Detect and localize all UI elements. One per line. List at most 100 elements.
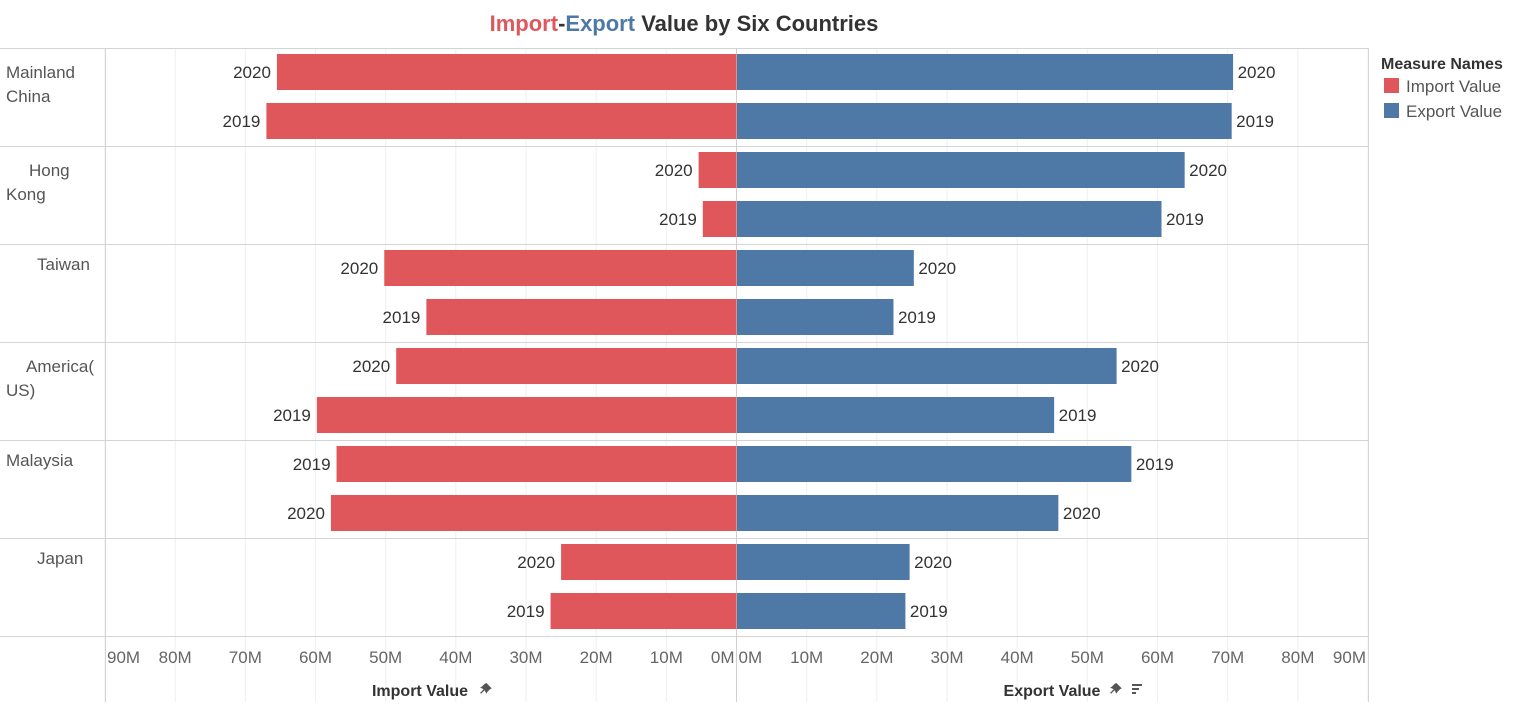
export-bar-label: 2020 (1121, 357, 1159, 376)
sort-icon (1132, 684, 1142, 694)
category-label: Malaysia (6, 451, 74, 470)
export-bar-label: 2020 (1238, 63, 1276, 82)
category-label-line: Hong (29, 161, 70, 180)
export-axis-tick: 90M (1333, 648, 1366, 667)
category-label-line: Malaysia (6, 451, 74, 470)
export-axis-tick: 40M (1001, 648, 1034, 667)
chart-title: Import-Export Value by Six Countries (490, 11, 879, 36)
export-bar-label: 2019 (1059, 406, 1097, 425)
title-import-word: Import (490, 11, 559, 36)
category-label: Hong Kong (6, 161, 70, 204)
export-bar (737, 103, 1232, 139)
import-bar (561, 544, 737, 580)
export-bar (737, 446, 1132, 482)
import-bar-label: 2019 (383, 308, 421, 327)
import-bar (330, 495, 737, 531)
export-bar (737, 593, 906, 629)
export-bar-label: 2019 (910, 602, 948, 621)
export-axis-tick: 60M (1141, 648, 1174, 667)
import-axis-tick: 20M (580, 648, 613, 667)
import-bar (266, 103, 737, 139)
import-bar-label: 2019 (507, 602, 545, 621)
export-axis-tick: 30M (930, 648, 963, 667)
category-label-line: China (6, 87, 51, 106)
title-export-word: Export (565, 11, 635, 36)
import-bar-label: 2020 (352, 357, 390, 376)
export-axis-tick: 80M (1281, 648, 1314, 667)
labels-layer: Mainland China 2020 2020 2019 2019 Hong Kong 202… (6, 63, 1275, 621)
legend-title: Measure Names (1381, 56, 1503, 73)
legend-item-label: Import Value (1406, 77, 1501, 96)
import-axis-tick: 50M (369, 648, 402, 667)
export-bar (737, 544, 910, 580)
import-axis-tick: 80M (159, 648, 192, 667)
legend: Measure Names Import Value Export Value (1381, 56, 1503, 121)
import-bar (336, 446, 737, 482)
axis-layer: 90M 80M 70M 60M 50M 40M 30M 20M 10M 0M 0M 10M 20M 30M… (107, 648, 1366, 700)
sort-icon-bar (1132, 684, 1142, 686)
export-bar-label: 2020 (914, 553, 952, 572)
export-bar (737, 299, 894, 335)
category-label-line: America( (26, 357, 94, 376)
import-axis-tick: 10M (650, 648, 683, 667)
import-bar (698, 152, 737, 188)
export-bar (737, 397, 1055, 433)
category-label: Japan (37, 549, 83, 568)
title-rest: Value by Six Countries (635, 11, 878, 36)
import-bar-label: 2020 (517, 553, 555, 572)
bars-layer (266, 54, 1234, 629)
category-label: Taiwan (37, 255, 90, 274)
export-bar (737, 152, 1185, 188)
export-bar (737, 495, 1059, 531)
export-axis-tick: 50M (1071, 648, 1104, 667)
legend-swatch (1384, 103, 1399, 118)
export-axis-tick: 70M (1211, 648, 1244, 667)
export-bar (737, 250, 914, 286)
sort-icon-bar (1132, 692, 1136, 694)
import-bar (384, 250, 737, 286)
category-label: Mainland China (6, 63, 75, 106)
category-label-line: Japan (37, 549, 83, 568)
export-bar-label: 2020 (918, 259, 956, 278)
category-label-line: US) (6, 381, 35, 400)
import-bar (316, 397, 737, 433)
export-bar-label: 2020 (1063, 504, 1101, 523)
import-axis-tick: 60M (299, 648, 332, 667)
import-axis-tick: 70M (229, 648, 262, 667)
export-axis-title: Export Value (1004, 683, 1101, 700)
category-label-line: Mainland (6, 63, 75, 82)
export-bar (737, 348, 1117, 384)
export-bar-label: 2020 (1189, 161, 1227, 180)
export-bar-label: 2019 (1136, 455, 1174, 474)
pin-icon-shape (1110, 683, 1122, 694)
sort-icon-bar (1132, 688, 1139, 690)
pin-icon (480, 683, 492, 694)
import-bar-label: 2019 (293, 455, 331, 474)
import-bar-label: 2019 (223, 112, 261, 131)
import-bar (276, 54, 737, 90)
import-axis-tick: 0M (711, 648, 735, 667)
import-bar (550, 593, 737, 629)
pin-icon (1110, 683, 1122, 694)
title-separator: - (558, 11, 565, 36)
export-bar-label: 2019 (1166, 210, 1204, 229)
import-bar-label: 2019 (659, 210, 697, 229)
pin-icon-shape (480, 683, 492, 694)
import-bar (426, 299, 737, 335)
legend-swatch (1384, 78, 1399, 93)
import-axis-tick: 30M (509, 648, 542, 667)
export-bar (737, 54, 1234, 90)
import-axis-tick: 40M (439, 648, 472, 667)
export-axis-tick: 10M (790, 648, 823, 667)
category-label: America( US) (6, 357, 94, 400)
category-label-line: Kong (6, 185, 46, 204)
export-bar (737, 201, 1162, 237)
export-axis-tick: 0M (739, 648, 763, 667)
category-label-line: Taiwan (37, 255, 90, 274)
import-bar (396, 348, 737, 384)
legend-item-label: Export Value (1406, 102, 1502, 121)
import-bar-label: 2020 (233, 63, 271, 82)
export-axis-tick: 20M (860, 648, 893, 667)
